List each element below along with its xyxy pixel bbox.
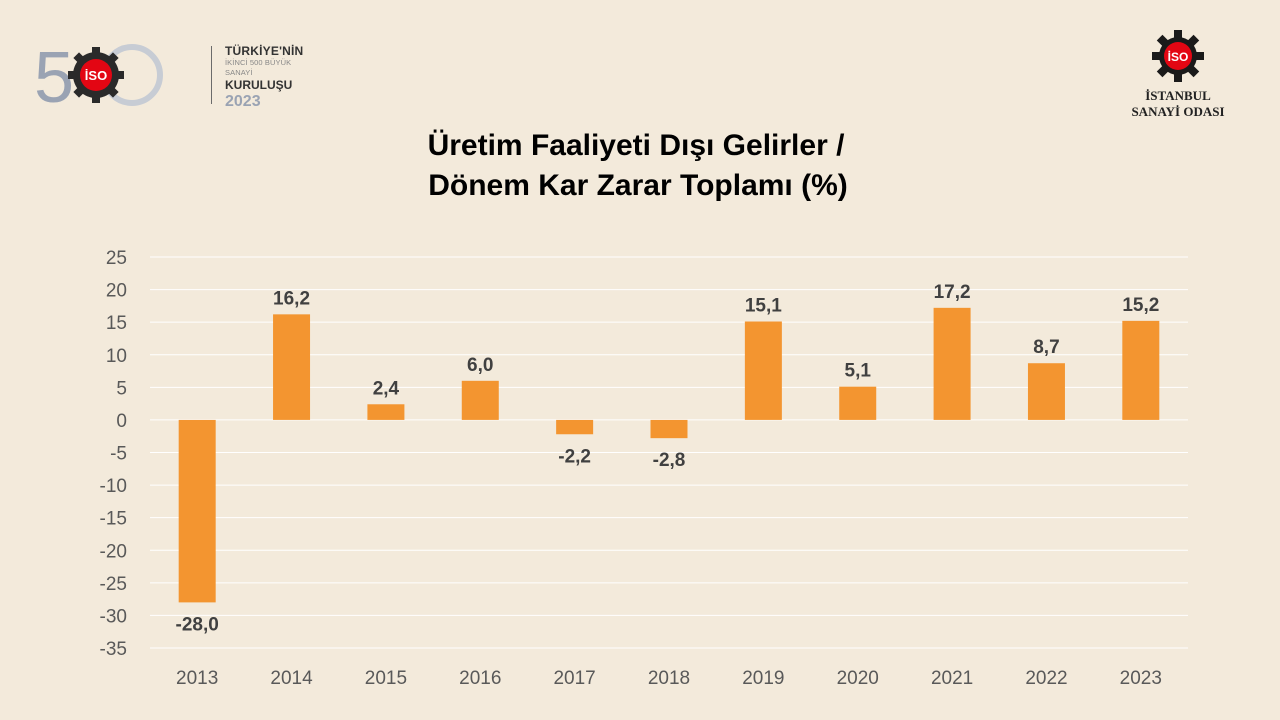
y-tick-label: 10 bbox=[106, 346, 127, 367]
bar-2021 bbox=[933, 307, 971, 420]
data-label-2014: 16,2 bbox=[273, 288, 310, 309]
data-label-2017: -2,2 bbox=[558, 446, 591, 467]
y-tick-label: -20 bbox=[100, 541, 127, 562]
bars bbox=[178, 307, 1160, 603]
y-tick-label: -5 bbox=[110, 444, 127, 465]
x-tick-label: 2023 bbox=[1120, 668, 1162, 689]
y-tick-label: -10 bbox=[100, 476, 127, 497]
data-label-2019: 15,1 bbox=[745, 296, 782, 317]
y-tick-label: 15 bbox=[106, 313, 127, 334]
org-name-line1: İSTANBUL bbox=[1145, 88, 1211, 103]
x-tick-label: 2013 bbox=[176, 668, 218, 689]
x-tick-label: 2014 bbox=[270, 668, 313, 689]
x-tick-label: 2022 bbox=[1025, 668, 1067, 689]
chart-title-line1: Üretim Faaliyeti Dışı Gelirler / bbox=[427, 129, 845, 162]
logo-500-buyuk-sanayi: 5 İSO TÜRKİYE'NİN İKİNCİ 500 BÜYÜK SANAY… bbox=[34, 40, 303, 110]
bar-2013 bbox=[178, 419, 216, 603]
logo-istanbul-sanayi-odasi: İSO İSTANBUL SANAYİ ODASI bbox=[1112, 30, 1244, 120]
logo-left-badge: İSO bbox=[85, 68, 107, 83]
bar-2017 bbox=[556, 419, 594, 435]
data-label-2021: 17,2 bbox=[934, 282, 971, 303]
logo-divider bbox=[211, 46, 212, 104]
x-axis-ticks: 2013 2014 2015 2016 2017 2018 2019 2020 2021 2022… bbox=[176, 668, 1162, 689]
gear-icon: İSO bbox=[1152, 30, 1204, 82]
x-tick-label: 2020 bbox=[837, 668, 879, 689]
y-tick-label: 20 bbox=[106, 281, 127, 302]
data-label-2015: 2,4 bbox=[373, 378, 400, 399]
data-labels: -28,0 16,2 2,4 6,0 -2,2 -2,8 15,1 5,1 17,2 8,7 15,… bbox=[176, 282, 1160, 636]
data-label-2023: 15,2 bbox=[1122, 295, 1159, 316]
y-tick-label: -25 bbox=[100, 574, 127, 595]
y-tick-label: 0 bbox=[116, 411, 127, 432]
x-tick-label: 2015 bbox=[365, 668, 407, 689]
data-label-2022: 8,7 bbox=[1033, 337, 1059, 358]
y-tick-label: -35 bbox=[100, 639, 127, 660]
y-axis-ticks: 25 20 15 10 5 0 -5 -10 -15 -20 -25 -30 -35 bbox=[100, 248, 127, 660]
bar-2020 bbox=[839, 386, 877, 420]
logo-text-line1: TÜRKİYE'NİN bbox=[225, 44, 304, 58]
y-tick-label: -15 bbox=[100, 509, 127, 530]
data-label-2020: 5,1 bbox=[845, 361, 872, 382]
chart-title-line2: Dönem Kar Zarar Toplamı (%) bbox=[428, 169, 848, 202]
y-tick-label: -30 bbox=[100, 606, 127, 627]
logo-500-numerals: 5 İSO bbox=[34, 40, 163, 110]
bar-2019 bbox=[744, 321, 782, 420]
x-tick-label: 2021 bbox=[931, 668, 973, 689]
x-tick-label: 2017 bbox=[553, 668, 595, 689]
data-label-2018: -2,8 bbox=[653, 450, 686, 471]
chart-title: Üretim Faaliyeti Dışı Gelirler / Dönem K… bbox=[0, 126, 1280, 206]
logo-year: 2023 bbox=[225, 93, 261, 110]
gridlines bbox=[150, 256, 1188, 649]
data-label-2013: -28,0 bbox=[176, 614, 219, 635]
y-tick-label: 25 bbox=[106, 248, 127, 269]
bar-2023 bbox=[1122, 320, 1160, 420]
data-label-2016: 6,0 bbox=[467, 355, 493, 376]
bar-2014 bbox=[273, 314, 311, 420]
logo-right-badge: İSO bbox=[1168, 49, 1189, 64]
bar-2016 bbox=[461, 380, 499, 420]
x-tick-label: 2019 bbox=[742, 668, 784, 689]
svg-text:5: 5 bbox=[34, 40, 74, 110]
x-tick-label: 2018 bbox=[648, 668, 690, 689]
y-tick-label: 5 bbox=[116, 378, 127, 399]
bar-2022 bbox=[1027, 363, 1065, 420]
logo-text-line3: KURULUŞU bbox=[225, 78, 293, 92]
org-name-line2: SANAYİ ODASI bbox=[1131, 104, 1225, 119]
x-tick-label: 2016 bbox=[459, 668, 501, 689]
bar-2015 bbox=[367, 404, 405, 420]
bar-2018 bbox=[650, 419, 688, 439]
logo-text-line2: İKİNCİ 500 BÜYÜK SANAYİ bbox=[225, 58, 292, 77]
